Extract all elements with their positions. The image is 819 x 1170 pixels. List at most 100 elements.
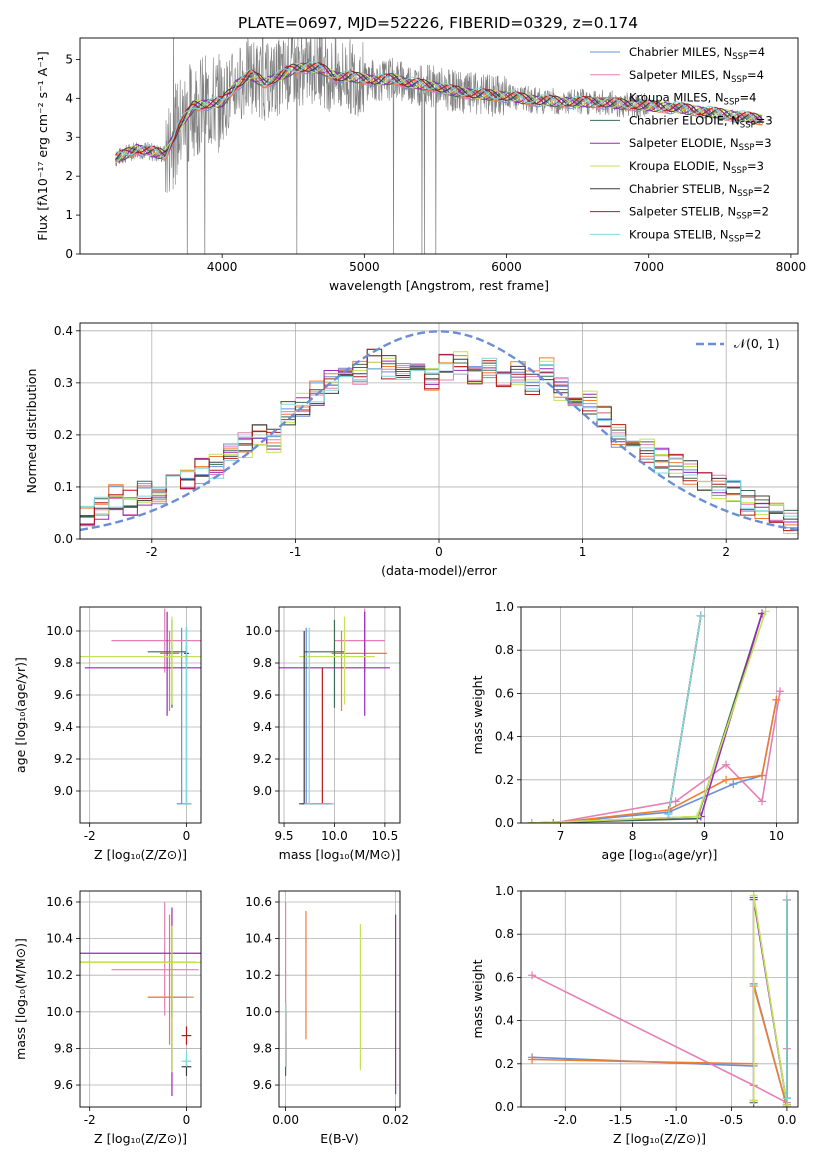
legend-label-kroupa_miles: Kroupa MILES, NSSP=4 [629, 91, 756, 108]
y-tick-label: 0.4 [54, 324, 73, 338]
y-tick-label: 0.0 [495, 1100, 514, 1114]
x-tick-label: -2 [84, 1113, 96, 1127]
normal-curve [80, 330, 798, 532]
x-tick-label: 0.0 [777, 1113, 796, 1127]
marker-kroupa_miles [758, 771, 767, 780]
x-axis-label: E(B-V) [320, 1131, 359, 1146]
x-tick-label: 2 [722, 545, 730, 559]
plot-area [285, 901, 397, 1095]
line-salpeter_miles [531, 974, 788, 1105]
axes-frame [520, 606, 799, 824]
series-kroupa_stelib [664, 611, 705, 819]
y-tick-label: 5 [65, 52, 73, 66]
y-axis-label: age [log₁₀(age/yr)] [13, 657, 28, 773]
y-tick-label: 0.6 [495, 970, 514, 984]
y-tick-label: 9.0 [54, 784, 73, 798]
x-tick-label: 9.5 [274, 829, 293, 843]
axes-residuals: -2 -1 0 1 2 0.0 0.1 0.2 0.3 0.4 (data-model)/error… [24, 322, 799, 578]
x-tick-label: 0 [183, 829, 191, 843]
errorbar-kroupa_miles [331, 631, 387, 711]
y-tick-label: 3 [65, 130, 73, 144]
marker-kroupa_elodie [761, 607, 770, 616]
errorbar-kroupa_elodie [80, 925, 201, 1073]
y-tick-label: 10.2 [245, 968, 272, 982]
errorbar-salpeter_elodie [80, 907, 201, 1097]
x-tick-label: -1.5 [609, 1113, 632, 1127]
model-kroupa_stelib [115, 61, 763, 159]
y-axis-label: Normed distribution [24, 369, 39, 494]
x-tick-label: -1.0 [664, 1113, 687, 1127]
x-tick-label: 10 [769, 829, 784, 843]
errorbar-chabrier_elodie [304, 619, 345, 708]
x-axis-label: mass [log₁₀(M/M⊙)] [279, 847, 401, 862]
y-tick-label: 10.6 [245, 895, 272, 909]
x-axis-label: wavelength [Angstrom, rest frame] [329, 278, 549, 293]
y-tick-label: 0.1 [54, 480, 73, 494]
marker-kroupa_stelib [782, 1094, 791, 1103]
axes-weight_vs_age: 7 8 9 10 0.0 0.2 0.4 0.6 0.8 1.0 age [log₁₀(age/yr… [470, 600, 799, 862]
errorbar-salpeter_elodie [279, 611, 390, 716]
y-tick-label: 10.6 [46, 895, 73, 909]
x-tick-label: 10.5 [372, 829, 399, 843]
y-tick-label: 0.0 [495, 816, 514, 830]
y-tick-label: 10.0 [46, 1005, 73, 1019]
x-axis-label: Z [log₁₀(Z/Z⊙)] [613, 1131, 706, 1146]
line-chabrier_elodie [531, 613, 763, 823]
axes-frame [79, 37, 799, 255]
plot-area [80, 608, 201, 805]
marker-kroupa_elodie [749, 1096, 758, 1105]
x-axis-label: age [log₁₀(age/yr)] [602, 847, 718, 862]
errorbar-salpeter_elodie [84, 611, 201, 716]
y-tick-label: 0.3 [54, 376, 73, 390]
axes-age_vs_Z: -2 0 9.0 9.2 9.4 9.6 9.8 10.0 Z [log₁₀(Z/Z⊙)] age… [13, 606, 202, 862]
y-tick-label: 4 [65, 91, 73, 105]
legend-label-salpeter_elodie: Salpeter ELODIE, NSSP=3 [629, 136, 772, 153]
legend-label-chabrier_elodie: Chabrier ELODIE, NSSP=3 [629, 113, 773, 130]
figure-title: PLATE=0697, MJD=52226, FIBERID=0329, z=0… [238, 14, 638, 32]
y-tick-label: 0.2 [54, 428, 73, 442]
x-axis-label: (data-model)/error [381, 563, 498, 578]
x-tick-label: 10.0 [321, 829, 348, 843]
errorbar-kroupa_miles [147, 914, 194, 1045]
marker-kroupa_miles [772, 695, 781, 704]
y-tick-label: 0.2 [495, 1057, 514, 1071]
y-tick-label: 10.4 [245, 932, 272, 946]
y-tick-label: 9.4 [54, 720, 73, 734]
plot-area [115, 38, 763, 254]
x-axis-label: Z [log₁₀(Z/Z⊙)] [94, 847, 187, 862]
line-salpeter_elodie [531, 613, 763, 823]
marker-kroupa_miles [549, 819, 558, 823]
x-tick-label: 0 [435, 545, 443, 559]
marker-salpeter_miles [722, 760, 731, 769]
y-tick-label: 0.4 [495, 1014, 514, 1028]
errorbar-kroupa_elodie [299, 616, 375, 705]
plot-area [279, 608, 390, 805]
errorbar-chabrier_elodie [80, 925, 197, 1018]
x-tick-label: -2.0 [554, 1113, 577, 1127]
axes-frame [79, 606, 202, 824]
series-kroupa_miles [528, 982, 791, 1107]
x-tick-label: -2 [146, 545, 158, 559]
y-tick-label: 9.6 [54, 1078, 73, 1092]
y-tick-label: 9.6 [253, 688, 272, 702]
plot-area [528, 891, 791, 1107]
y-tick-label: 10.4 [46, 932, 73, 946]
y-tick-label: 9.6 [253, 1078, 272, 1092]
y-tick-label: 1 [65, 208, 73, 222]
line-chabrier_miles [553, 699, 778, 823]
marker-kroupa_stelib [696, 611, 705, 620]
marker-kroupa_stelib [664, 810, 673, 819]
histogram-kroupa_stelib [80, 357, 798, 517]
histogram-salpeter_miles [80, 361, 798, 527]
x-tick-label: 9 [701, 829, 709, 843]
y-tick-label: 9.6 [54, 688, 73, 702]
legend-label-salpeter_miles: Salpeter MILES, NSSP=4 [629, 68, 764, 85]
model-salpeter_stelib [115, 62, 763, 157]
series-kroupa_elodie [527, 607, 770, 823]
y-tick-label: 9.8 [253, 656, 272, 670]
series-kroupa_stelib [782, 895, 791, 1103]
line-chabrier_miles [532, 983, 788, 1107]
marker-chabrier_miles [729, 780, 738, 789]
series-salpeter_miles [528, 971, 791, 1107]
plot-area [80, 901, 201, 1097]
